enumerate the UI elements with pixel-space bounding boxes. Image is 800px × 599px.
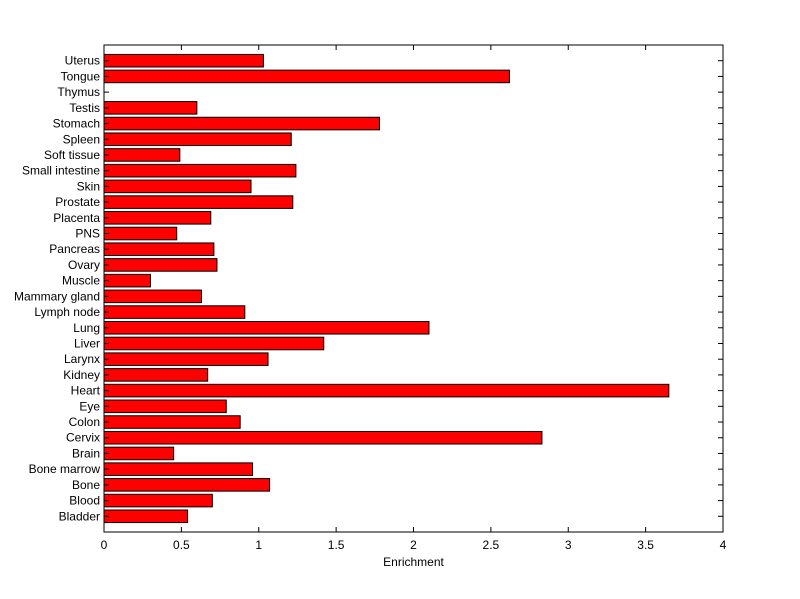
bar-colon — [103, 415, 241, 429]
x-tick-label: 3 — [565, 538, 572, 552]
bar-pns — [103, 226, 178, 241]
y-tick-label-prostate: Prostate — [55, 195, 100, 209]
bar-bone — [103, 478, 271, 492]
x-axis-label: Enrichment — [383, 555, 444, 569]
y-tick-label-pancreas: Pancreas — [49, 242, 100, 256]
y-tick-label-lung: Lung — [73, 321, 100, 335]
bar-kidney — [103, 368, 209, 382]
y-tick-label-bladder: Bladder — [59, 509, 100, 523]
bar-eye — [103, 399, 227, 414]
y-tick-label-eye: Eye — [79, 399, 100, 413]
bar-lymph-node — [103, 305, 246, 319]
y-tick-label-bone-marrow: Bone marrow — [29, 462, 101, 476]
y-tick-label-pns: PNS — [75, 227, 100, 241]
bar-stomach — [103, 116, 380, 131]
x-axis: 0 0.5 1 1.5 2 2.5 3 3.5 4 — [101, 45, 727, 552]
bar-skin — [103, 179, 252, 194]
bar-muscle — [103, 273, 151, 288]
bar-uterus — [103, 53, 264, 68]
bar-heart — [103, 383, 670, 398]
bar-tongue — [103, 69, 510, 84]
y-tick-label-kidney: Kidney — [63, 368, 100, 382]
y-tick-label-blood: Blood — [69, 494, 100, 508]
x-tick-label: 1.5 — [328, 538, 345, 552]
y-tick-label-lymph-node: Lymph node — [34, 305, 100, 319]
bar-larynx — [103, 352, 269, 366]
x-tick-label: 4 — [720, 538, 727, 552]
y-tick-label-mammary-gland: Mammary gland — [14, 289, 100, 303]
y-tick-label-ovary: Ovary — [68, 258, 100, 272]
y-tick-label-muscle: Muscle — [62, 274, 100, 288]
bar-mammary-gland — [103, 289, 202, 304]
y-tick-label-bone: Bone — [72, 478, 100, 492]
y-tick-label-heart: Heart — [71, 384, 101, 398]
y-tick-label-spleen: Spleen — [63, 132, 100, 146]
bar-brain — [103, 446, 175, 461]
x-tick-label: 0 — [101, 538, 108, 552]
x-tick-label: 2 — [410, 538, 417, 552]
y-tick-label-soft-tissue: Soft tissue — [44, 148, 100, 162]
y-tick-label-testis: Testis — [69, 101, 100, 115]
y-tick-label-skin: Skin — [77, 179, 100, 193]
bar-blood — [103, 493, 213, 508]
bar-soft-tissue — [103, 148, 181, 162]
y-tick-label-cervix: Cervix — [66, 431, 100, 445]
y-tick-label-larynx: Larynx — [64, 352, 100, 366]
bar-bone-marrow — [103, 462, 254, 476]
bar-spleen — [103, 132, 292, 147]
bar-small-intestine — [103, 163, 297, 178]
bar-placenta — [103, 211, 212, 225]
y-tick-label-uterus: Uterus — [65, 54, 100, 68]
y-tick-label-placenta: Placenta — [53, 211, 100, 225]
bars-layer — [103, 53, 670, 524]
y-tick-label-stomach: Stomach — [53, 117, 100, 131]
y-tick-label-small-intestine: Small intestine — [22, 164, 100, 178]
bar-cervix — [103, 430, 543, 445]
bar-testis — [103, 101, 198, 115]
bar-liver — [103, 336, 325, 351]
bar-ovary — [103, 258, 218, 272]
y-tick-label-colon: Colon — [69, 415, 100, 429]
bar-pancreas — [103, 242, 215, 257]
x-tick-label: 3.5 — [637, 538, 654, 552]
y-tick-label-tongue: Tongue — [61, 69, 101, 83]
x-tick-label: 2.5 — [483, 538, 500, 552]
x-tick-label: 0.5 — [173, 538, 190, 552]
y-tick-label-thymus: Thymus — [57, 85, 100, 99]
y-tick-label-liver: Liver — [74, 336, 100, 350]
y-tick-label-brain: Brain — [72, 446, 100, 460]
bar-lung — [103, 320, 430, 335]
bar-bladder — [103, 509, 189, 524]
bar-prostate — [103, 195, 294, 209]
x-tick-label: 1 — [255, 538, 262, 552]
